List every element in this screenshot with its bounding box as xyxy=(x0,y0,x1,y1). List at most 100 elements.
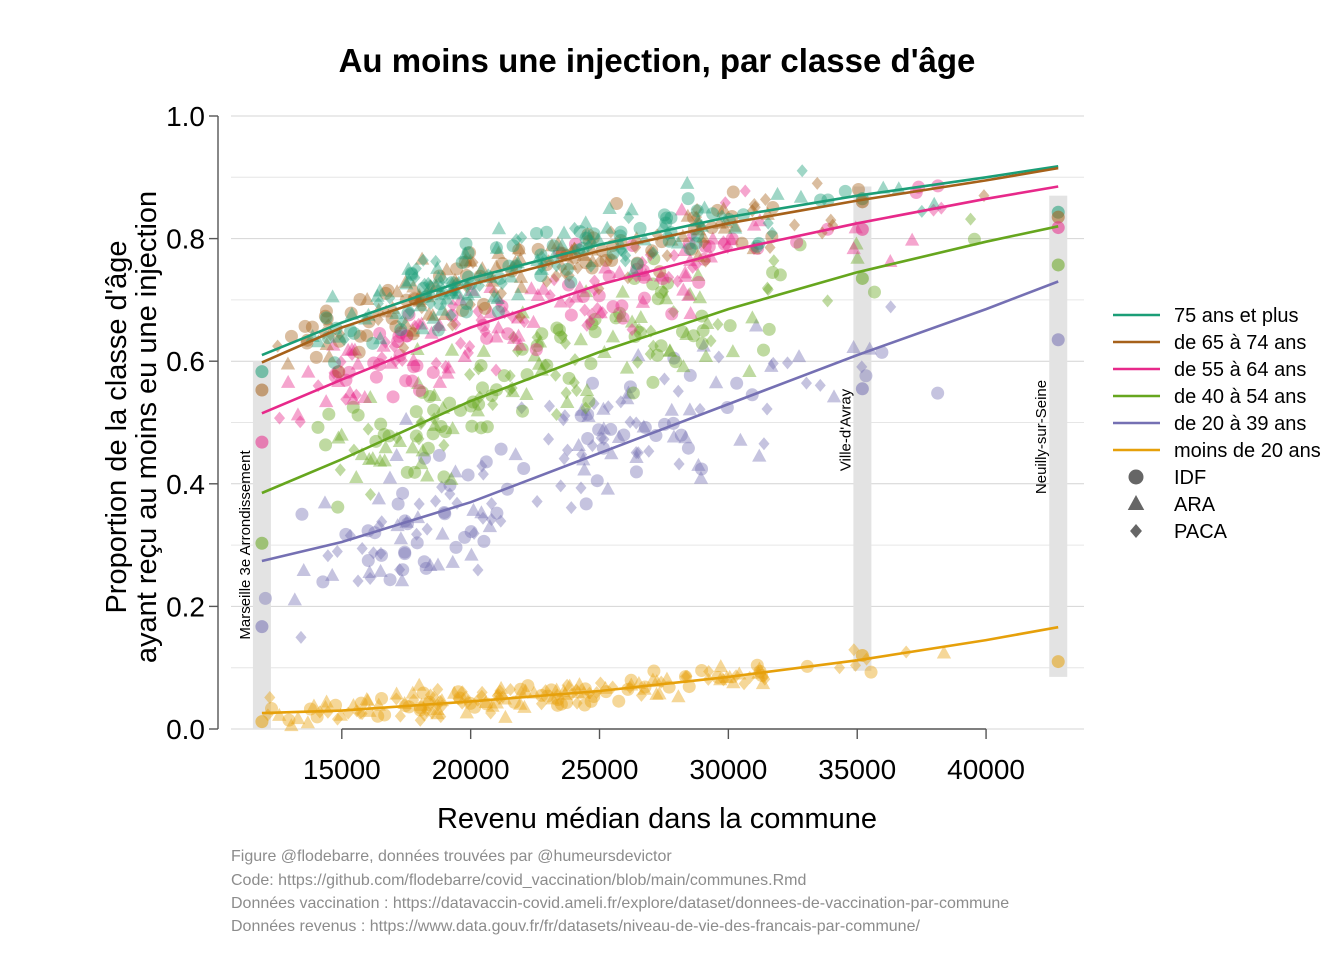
data-point xyxy=(447,685,462,699)
data-point xyxy=(690,258,702,272)
legend-label: IDF xyxy=(1174,467,1206,489)
data-point xyxy=(393,531,409,545)
data-point xyxy=(713,659,728,673)
data-point xyxy=(681,288,696,302)
data-point xyxy=(388,339,400,353)
data-point xyxy=(762,322,776,336)
data-point xyxy=(506,239,520,253)
data-point xyxy=(674,428,688,442)
data-point xyxy=(445,421,460,435)
data-point xyxy=(444,487,456,501)
data-point xyxy=(489,259,504,273)
data-point xyxy=(342,385,358,399)
data-point xyxy=(690,210,702,224)
data-point xyxy=(465,419,479,433)
data-point xyxy=(391,497,405,511)
data-point xyxy=(593,305,608,319)
data-point xyxy=(456,685,468,699)
data-point xyxy=(432,374,448,388)
data-point xyxy=(374,417,388,431)
data-point xyxy=(374,548,388,562)
data-point xyxy=(361,554,375,568)
data-point xyxy=(416,301,428,315)
data-point xyxy=(455,255,469,269)
data-point xyxy=(316,575,330,589)
data-point xyxy=(612,694,626,708)
data-point xyxy=(791,349,807,363)
data-point xyxy=(621,682,635,696)
data-point xyxy=(814,378,826,392)
data-point xyxy=(483,280,498,294)
data-point xyxy=(578,698,592,712)
data-point xyxy=(413,298,428,312)
data-point xyxy=(350,356,366,370)
data-point xyxy=(588,325,602,339)
y-tick-label: 0.8 xyxy=(166,224,205,255)
data-point xyxy=(671,689,686,703)
data-point xyxy=(404,266,418,280)
data-point xyxy=(764,358,779,372)
data-point xyxy=(516,401,528,415)
data-point xyxy=(457,349,472,363)
data-point xyxy=(340,392,352,406)
data-point xyxy=(497,369,511,383)
data-point xyxy=(604,422,618,436)
data-point xyxy=(556,225,572,239)
data-point xyxy=(489,329,504,343)
data-point xyxy=(825,213,837,227)
data-point xyxy=(800,376,812,390)
data-point xyxy=(619,360,635,374)
data-point xyxy=(708,375,724,389)
legend: 75 ans et plus de 65 à 74 ans de 55 à 64 a… xyxy=(1113,305,1321,543)
data-point xyxy=(398,274,413,288)
data-point xyxy=(683,306,698,320)
data-point xyxy=(414,251,430,265)
data-point xyxy=(705,231,720,245)
data-point xyxy=(430,260,445,274)
data-point xyxy=(664,211,678,225)
data-point xyxy=(698,236,710,250)
data-point xyxy=(644,248,656,262)
data-point xyxy=(332,329,347,343)
data-point xyxy=(560,386,572,400)
data-point xyxy=(571,437,586,451)
data-point xyxy=(717,235,729,249)
data-point xyxy=(602,201,617,215)
data-point xyxy=(356,541,368,555)
data-point xyxy=(409,405,423,419)
data-point xyxy=(479,455,493,469)
data-point xyxy=(400,465,414,479)
commune-point xyxy=(1051,258,1065,272)
data-point xyxy=(564,295,576,309)
data-point xyxy=(435,710,447,724)
data-point xyxy=(331,430,346,444)
data-point xyxy=(665,307,679,321)
data-point xyxy=(768,254,780,268)
data-point xyxy=(706,207,720,221)
commune-point xyxy=(255,536,269,550)
fit-line xyxy=(261,166,1059,364)
data-point xyxy=(581,409,596,423)
data-point xyxy=(486,497,498,511)
data-point xyxy=(632,446,644,460)
data-point xyxy=(550,368,562,382)
data-point xyxy=(636,419,651,433)
data-point xyxy=(474,421,488,435)
data-point xyxy=(581,432,595,446)
data-point xyxy=(664,402,679,416)
fit-lines xyxy=(261,165,1059,715)
data-point xyxy=(413,703,427,717)
data-point xyxy=(328,356,342,370)
data-point xyxy=(426,427,440,441)
data-point xyxy=(461,468,475,482)
data-point xyxy=(421,441,435,455)
data-point xyxy=(320,312,334,326)
data-point xyxy=(344,306,358,320)
data-point xyxy=(545,691,560,705)
legend-label: PACA xyxy=(1174,521,1228,543)
y-tick-label: 0.0 xyxy=(166,714,205,745)
data-point xyxy=(585,261,599,275)
data-point xyxy=(311,420,325,434)
data-point xyxy=(475,381,489,395)
data-point xyxy=(426,365,440,379)
